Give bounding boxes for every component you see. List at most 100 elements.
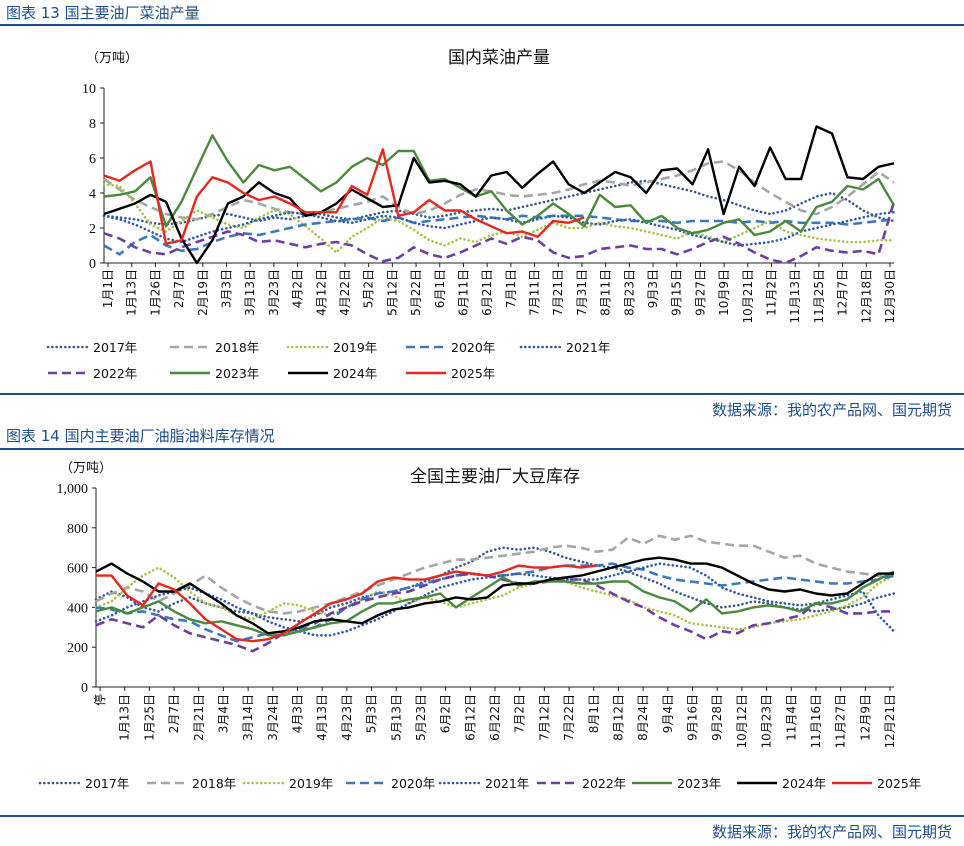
x-tick-label: 5月23日 xyxy=(414,694,428,741)
x-tick-label: 5月3日 xyxy=(365,694,379,733)
chart-soybean-inventory: 全国主要油厂大豆库存 （万吨） 0 200 400 600 800 1,000 停 1月13日 1月… xyxy=(38,461,921,791)
series-line-2020年 xyxy=(95,562,895,643)
x-tick-label: 11月2日 xyxy=(765,269,779,316)
source-rule xyxy=(0,815,964,817)
series-line-2019年 xyxy=(94,566,896,631)
x-tick-label: 4月13日 xyxy=(315,694,329,741)
x-tick-label: 10月21日 xyxy=(741,269,755,324)
series-line-2021年 xyxy=(102,211,896,247)
x-tick-label: 11月16日 xyxy=(809,694,823,749)
figure-14-source: 数据来源：我的农产品网、国元期货 xyxy=(711,823,952,841)
x-tick-label: 4月3日 xyxy=(291,694,305,733)
legend-label: 2020年 xyxy=(451,340,495,355)
figure-13-caption: 图表 13 国主要油厂菜油产量 xyxy=(6,4,200,22)
x-tick-label: 4月23日 xyxy=(340,694,354,741)
chart-rapeseed-oil-output: 国内菜油产量 （万吨） 0 2 4 6 8 10 1月1日 1月13日 1月26日 2月7日 2月19日… xyxy=(46,48,897,381)
x-tick-label: 7月1日 xyxy=(504,269,518,308)
legend-label: 2017年 xyxy=(85,776,129,791)
y-tick-label: 2 xyxy=(89,222,96,237)
x-tick-label: 6月2日 xyxy=(439,694,453,733)
y-tick-label: 6 xyxy=(89,152,96,167)
x-tick-label: 9月4日 xyxy=(661,694,675,733)
x-tick-label: 6月1日 xyxy=(433,269,447,308)
x-tick-label: 7月2日 xyxy=(513,694,527,733)
y-tick-label: 200 xyxy=(67,641,88,656)
x-tick-label: 1月13日 xyxy=(118,694,132,741)
legend-label: 2018年 xyxy=(215,340,259,355)
y-tick-label: 0 xyxy=(81,681,88,696)
x-tick-label: 9月28日 xyxy=(710,694,724,741)
series-line-2018年 xyxy=(103,160,895,221)
source-rule xyxy=(0,393,964,395)
x-tick-label: 1月25日 xyxy=(142,694,156,741)
figure-13-source: 数据来源：我的农产品网、国元期货 xyxy=(711,401,952,419)
x-tick-label: 1月1日 xyxy=(101,269,115,308)
x-tick-label: 7月12日 xyxy=(537,694,551,741)
x-tick-label: 7月21日 xyxy=(551,269,565,316)
series-line-2022年 xyxy=(95,572,894,653)
y-tick-label: 800 xyxy=(67,522,88,537)
legend-label: 2022年 xyxy=(582,776,626,791)
y-tick-label: 600 xyxy=(67,562,88,577)
x-tick-label: 1月26日 xyxy=(148,269,162,316)
x-tick-label: 5月2日 xyxy=(362,269,376,308)
x-tick-label: 8月11日 xyxy=(599,269,613,316)
caption-rule xyxy=(0,448,964,450)
x-tick-label: 6月11日 xyxy=(456,269,470,316)
series-line-2024年 xyxy=(95,556,894,635)
x-tick-label: 3月3日 xyxy=(219,269,233,308)
legend: 2017年 2018年 2019年 2020年 2021年 2022年 2023年 2024年… xyxy=(38,776,921,791)
x-tick-label: 9月15日 xyxy=(670,269,684,316)
series-line-2017年 xyxy=(102,179,896,226)
x-tick-label: 6月12日 xyxy=(463,694,477,741)
y-tick-label: 0 xyxy=(89,257,96,272)
chart-title: 全国主要油厂大豆库存 xyxy=(410,467,580,487)
x-tick-label: 7月22日 xyxy=(562,694,576,741)
y-tick-label: 4 xyxy=(89,187,96,202)
x-tick-label: 10月23日 xyxy=(760,694,774,749)
legend-label: 2021年 xyxy=(485,776,529,791)
legend-label: 2023年 xyxy=(215,366,259,381)
legend-label: 2025年 xyxy=(451,366,495,381)
x-tick-label: 5月22日 xyxy=(409,269,423,316)
x-tick-label: 11月25日 xyxy=(812,269,826,324)
figure-14-caption: 图表 14 国内主要油厂油脂油料库存情况 xyxy=(6,427,275,445)
x-tick-label: 停 xyxy=(92,694,107,706)
y-axis-unit: （万吨） xyxy=(86,51,138,66)
y-axis-unit: （万吨） xyxy=(60,461,112,476)
y-tick-label: 400 xyxy=(67,601,88,616)
y-tick-label: 10 xyxy=(82,82,96,97)
x-tick-label: 11月13日 xyxy=(788,269,802,324)
x-tick-label: 3月14日 xyxy=(241,694,255,741)
x-tick-label: 10月9日 xyxy=(717,269,731,316)
x-tick-label: 9月3日 xyxy=(646,269,660,308)
y-tick-label: 8 xyxy=(89,117,96,132)
x-tick-label: 5月13日 xyxy=(389,694,403,741)
legend-label: 2022年 xyxy=(93,366,137,381)
x-tick-label: 8月23日 xyxy=(622,269,636,316)
legend-label: 2017年 xyxy=(93,340,137,355)
series-line-2025年 xyxy=(103,148,585,246)
legend: 2017年 2018年 2019年 2020年 2021年 2022年 2023年 2024年… xyxy=(46,340,610,381)
caption-rule xyxy=(0,24,964,26)
series-line-2025年 xyxy=(96,564,597,643)
x-tick-label: 2月21日 xyxy=(192,694,206,741)
x-tick-label: 12月7日 xyxy=(836,269,850,316)
x-tick-label: 7月11日 xyxy=(528,269,542,316)
series-line-2023年 xyxy=(103,134,896,237)
x-tick-label: 11月4日 xyxy=(784,694,798,741)
x-tick-label: 8月12日 xyxy=(611,694,625,741)
x-tick-label: 12月18日 xyxy=(859,269,873,324)
x-tick-label: 8月1日 xyxy=(587,694,601,733)
x-tick-label: 2月19日 xyxy=(196,269,210,316)
legend-label: 2020年 xyxy=(391,776,435,791)
x-tick-label: 9月16日 xyxy=(686,694,700,741)
legend-label: 2021年 xyxy=(566,340,610,355)
x-tick-label: 2月7日 xyxy=(172,269,186,308)
legend-label: 2024年 xyxy=(333,366,377,381)
x-tick-label: 3月23日 xyxy=(267,269,281,316)
x-tick-label: 11月27日 xyxy=(834,694,848,749)
x-tick-label: 2月7日 xyxy=(167,694,181,733)
x-tick-label: 9月27日 xyxy=(693,269,707,316)
x-tick-label: 10月12日 xyxy=(735,694,749,749)
